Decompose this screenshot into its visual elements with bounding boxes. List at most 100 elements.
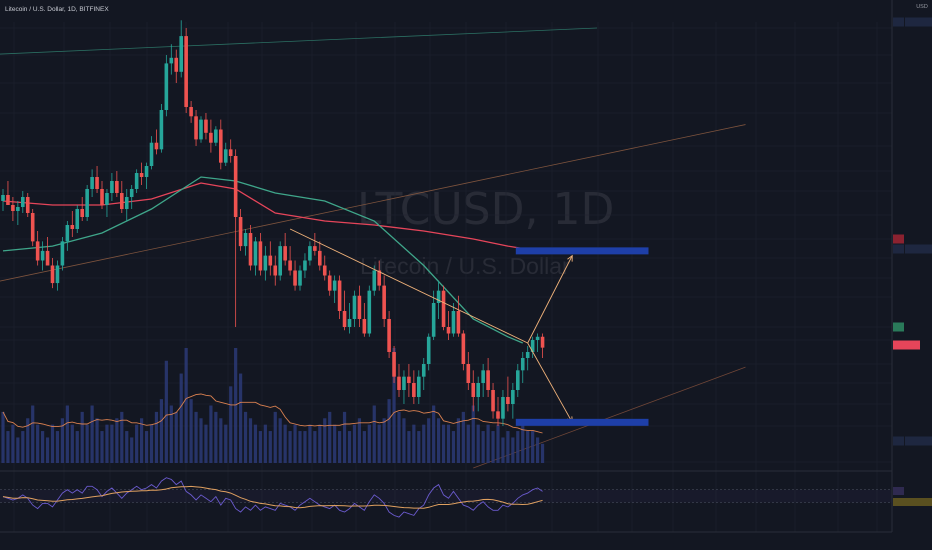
candle-body[interactable]: [233, 156, 238, 217]
candle-body[interactable]: [199, 119, 203, 140]
candle-body[interactable]: [179, 36, 183, 72]
candle-body[interactable]: [214, 129, 218, 143]
candle-body[interactable]: [21, 197, 25, 207]
candle-body[interactable]: [11, 205, 15, 211]
candle-body[interactable]: [209, 132, 213, 143]
candle-body[interactable]: [426, 336, 431, 364]
candle-body[interactable]: [16, 207, 20, 211]
candle-body[interactable]: [511, 390, 515, 404]
upper-target-box[interactable]: [515, 247, 649, 255]
candle-body[interactable]: [25, 197, 30, 213]
candle-body[interactable]: [313, 246, 317, 251]
candle-body[interactable]: [367, 290, 372, 334]
candle-body[interactable]: [342, 311, 347, 327]
candle-body[interactable]: [397, 376, 401, 390]
candle-body[interactable]: [228, 149, 233, 156]
candle-body[interactable]: [491, 390, 495, 412]
candle-body[interactable]: [35, 241, 40, 261]
candle-body[interactable]: [481, 370, 485, 383]
candle-body[interactable]: [75, 209, 80, 229]
candle-body[interactable]: [184, 36, 188, 107]
lower-target-box[interactable]: [515, 418, 649, 426]
candle-body[interactable]: [471, 383, 476, 397]
candle-body[interactable]: [372, 270, 377, 291]
candle-body[interactable]: [85, 189, 89, 217]
candle-body[interactable]: [392, 352, 396, 377]
candle-body[interactable]: [456, 311, 461, 334]
candle-body[interactable]: [263, 255, 268, 271]
candle-body[interactable]: [451, 311, 456, 334]
candle-body[interactable]: [65, 225, 70, 242]
candle-body[interactable]: [134, 173, 139, 189]
candle-body[interactable]: [431, 303, 436, 337]
candle-body[interactable]: [446, 327, 451, 334]
candle-body[interactable]: [219, 129, 223, 163]
candle-body[interactable]: [466, 364, 471, 383]
candle-body[interactable]: [298, 270, 302, 286]
candle-body[interactable]: [402, 376, 406, 390]
candle-body[interactable]: [164, 63, 169, 110]
candle-body[interactable]: [412, 383, 416, 397]
candle-body[interactable]: [159, 110, 164, 150]
candle-body[interactable]: [194, 116, 198, 140]
candle-body[interactable]: [100, 189, 104, 205]
candle-body[interactable]: [318, 250, 322, 266]
candle-body[interactable]: [382, 285, 386, 319]
candle-body[interactable]: [105, 193, 109, 205]
candle-body[interactable]: [189, 107, 193, 117]
candle-body[interactable]: [357, 295, 362, 319]
candle-body[interactable]: [520, 358, 525, 371]
candle-body[interactable]: [303, 260, 307, 271]
candle-body[interactable]: [55, 265, 60, 284]
target-boxes[interactable]: [515, 247, 649, 426]
candle-body[interactable]: [530, 340, 535, 352]
candle-body[interactable]: [149, 142, 154, 166]
candle-body[interactable]: [174, 57, 179, 72]
candle-body[interactable]: [436, 290, 441, 303]
candle-body[interactable]: [169, 57, 174, 64]
candle-body[interactable]: [90, 177, 94, 189]
candle-body[interactable]: [288, 260, 292, 271]
candle-body[interactable]: [115, 181, 119, 193]
candle-body[interactable]: [322, 265, 327, 276]
candle-body[interactable]: [120, 193, 124, 209]
candle-body[interactable]: [204, 119, 208, 133]
currency-label[interactable]: USD: [916, 4, 928, 10]
candle-body[interactable]: [154, 142, 159, 150]
candle-body[interactable]: [486, 370, 490, 390]
candle-body[interactable]: [278, 246, 282, 276]
candle-body[interactable]: [273, 265, 278, 276]
candle-body[interactable]: [501, 397, 505, 419]
candle-body[interactable]: [516, 370, 520, 390]
candle-body[interactable]: [308, 246, 312, 261]
candle-body[interactable]: [293, 270, 297, 286]
candle-body[interactable]: [253, 241, 258, 266]
candle-body[interactable]: [258, 241, 263, 271]
candle-body[interactable]: [223, 149, 228, 163]
candle-body[interactable]: [283, 246, 287, 261]
candle-body[interactable]: [80, 209, 84, 217]
price-axis[interactable]: [891, 0, 932, 550]
candle-body[interactable]: [377, 270, 381, 286]
candle-body[interactable]: [50, 265, 55, 284]
candle-body[interactable]: [540, 336, 545, 348]
candle-body[interactable]: [144, 166, 149, 177]
candle-body[interactable]: [461, 333, 466, 365]
candle-body[interactable]: [6, 195, 10, 205]
candle-body[interactable]: [332, 280, 337, 291]
candle-body[interactable]: [506, 397, 510, 404]
candles[interactable]: [1, 20, 545, 426]
candle-body[interactable]: [268, 255, 273, 266]
candle-body[interactable]: [129, 189, 134, 197]
candle-body[interactable]: [496, 411, 500, 419]
candle-body[interactable]: [110, 181, 114, 193]
candle-body[interactable]: [45, 250, 50, 266]
candle-body[interactable]: [243, 233, 248, 247]
candle-body[interactable]: [40, 250, 45, 261]
candle-body[interactable]: [421, 364, 426, 377]
candle-body[interactable]: [70, 225, 75, 229]
candle-body[interactable]: [248, 233, 253, 266]
candle-body[interactable]: [362, 319, 367, 334]
candle-body[interactable]: [30, 213, 35, 242]
